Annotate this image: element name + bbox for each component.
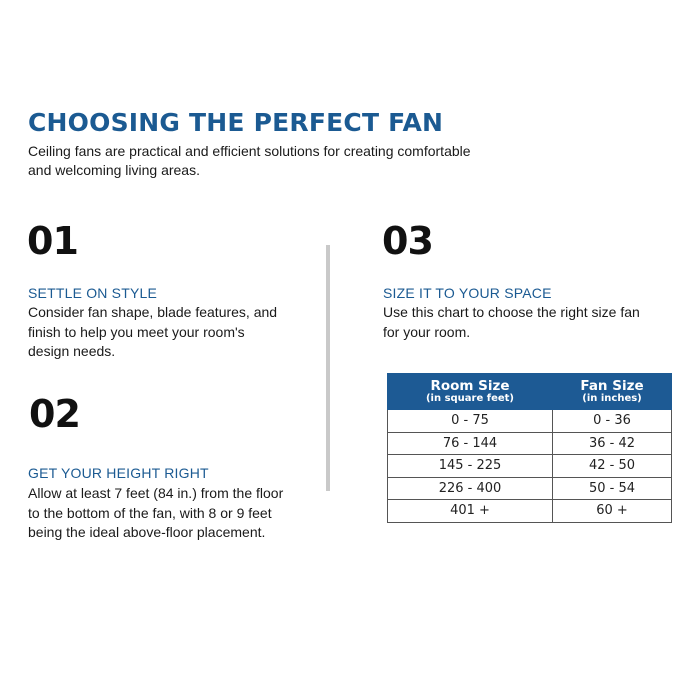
fan-size-cell: 60 + [552,499,672,523]
step-number-03: 03 [382,219,434,263]
header-label: Room Size [430,377,510,394]
step-number-01: 01 [27,219,79,263]
step-heading-03: SIZE IT TO YOUR SPACE [383,285,552,301]
table-row: 401 +60 + [387,499,672,523]
header-sublabel: (in square feet) [425,392,515,404]
step-heading-01: SETTLE ON STYLE [28,285,158,301]
step-number-02: 02 [29,392,81,436]
room-size-cell: 401 + [387,499,553,523]
fan-size-cell: 0 - 36 [552,409,672,433]
room-size-cell: 76 - 144 [387,431,553,455]
room-size-cell: 145 - 225 [387,454,553,478]
step-body-01: Consider fan shape, blade features, and … [28,304,278,359]
table-row: 76 - 144 36 - 42 [387,431,672,455]
header-fan-size: Fan Size (in inches) [552,373,672,410]
table-row: 226 - 400 50 - 54 [387,476,672,500]
table-row: 0 - 75 0 - 36 [387,409,672,433]
step-body-02: Allow at least 7 feet (84 in.) from the … [28,485,284,540]
column-divider [326,245,330,491]
fan-size-cell: 36 - 42 [552,431,672,455]
header-sublabel: (in inches) [582,392,642,404]
room-size-cell: 0 - 75 [387,409,553,433]
table-row: 145 - 225 42 - 50 [387,454,672,478]
fan-size-table: Room Size (in square feet) Fan Size (in in… [387,373,672,523]
table-header-row: Room Size (in square feet) Fan Size (in in… [387,373,672,410]
step-heading-02: GET YOUR HEIGHT RIGHT [28,465,209,481]
intro-text: Ceiling fans are practical and efficient… [28,143,471,178]
fan-size-cell: 50 - 54 [552,476,672,500]
room-size-cell: 226 - 400 [387,476,553,500]
header-label: Fan Size [580,377,644,394]
step-body-03: Use this chart to choose the right size … [383,304,640,340]
fan-size-cell: 42 - 50 [552,454,672,478]
page-title: CHOOSING THE PERFECT FAN [28,108,444,137]
header-room-size: Room Size (in square feet) [387,373,553,410]
